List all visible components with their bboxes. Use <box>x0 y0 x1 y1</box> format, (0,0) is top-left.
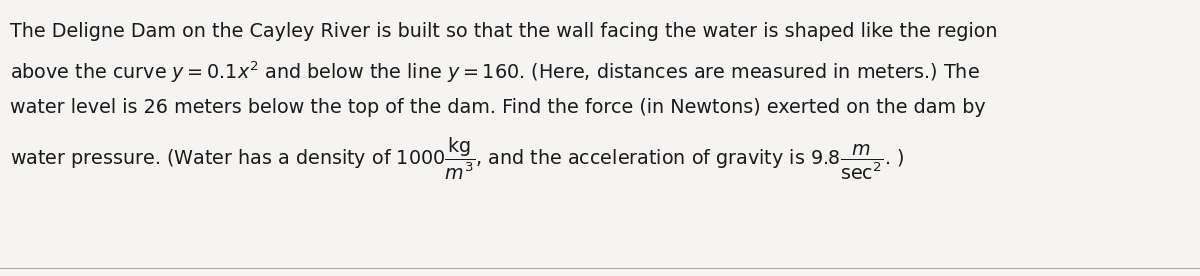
Text: The Deligne Dam on the Cayley River is built so that the wall facing the water i: The Deligne Dam on the Cayley River is b… <box>10 22 997 41</box>
Text: water level is 26 meters below the top of the dam. Find the force (in Newtons) e: water level is 26 meters below the top o… <box>10 98 985 117</box>
Text: water pressure. (Water has a density of $1000\dfrac{\mathrm{kg}}{m^3}$, and the : water pressure. (Water has a density of … <box>10 136 904 182</box>
Text: above the curve $y = 0.1x^2$ and below the line $y = 160$. (Here, distances are : above the curve $y = 0.1x^2$ and below t… <box>10 60 979 85</box>
